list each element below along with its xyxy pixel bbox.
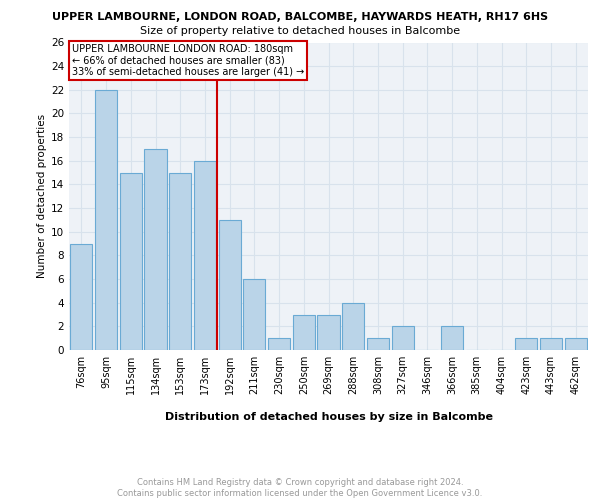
Bar [243,279,265,350]
Bar [145,149,167,350]
Bar [293,314,315,350]
Bar [441,326,463,350]
Bar [218,220,241,350]
Bar [367,338,389,350]
Bar [268,338,290,350]
Bar [515,338,538,350]
Y-axis label: Number of detached properties: Number of detached properties [37,114,47,278]
Bar [194,161,216,350]
Bar [317,314,340,350]
Text: Contains HM Land Registry data © Crown copyright and database right 2024.
Contai: Contains HM Land Registry data © Crown c… [118,478,482,498]
Bar [540,338,562,350]
Bar [70,244,92,350]
Text: Size of property relative to detached houses in Balcombe: Size of property relative to detached ho… [140,26,460,36]
Text: UPPER LAMBOURNE LONDON ROAD: 180sqm
← 66% of detached houses are smaller (83)
33: UPPER LAMBOURNE LONDON ROAD: 180sqm ← 66… [71,44,304,77]
Bar [565,338,587,350]
Bar [169,172,191,350]
Bar [119,172,142,350]
Text: UPPER LAMBOURNE, LONDON ROAD, BALCOMBE, HAYWARDS HEATH, RH17 6HS: UPPER LAMBOURNE, LONDON ROAD, BALCOMBE, … [52,12,548,22]
Text: Distribution of detached houses by size in Balcombe: Distribution of detached houses by size … [165,412,493,422]
Bar [95,90,117,350]
Bar [392,326,414,350]
Bar [342,302,364,350]
